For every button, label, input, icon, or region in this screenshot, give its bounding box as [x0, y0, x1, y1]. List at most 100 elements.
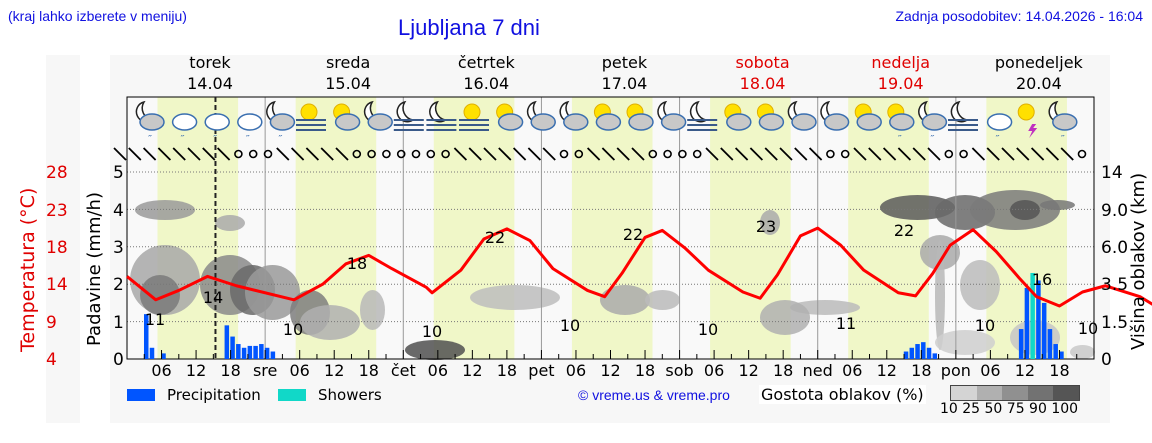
temperature-tick: 18: [46, 238, 68, 258]
moon-fog-icon: [426, 100, 457, 131]
moon-cloud-rain-icon: ˶: [266, 100, 296, 141]
wind-barb-icon: [720, 147, 734, 161]
copyright-link[interactable]: © vreme.us & vreme.pro: [578, 387, 730, 403]
temperature-tick: 4: [46, 350, 57, 370]
cloud-rain-icon: ˶: [986, 113, 1013, 141]
rain-icon: ˶: [147, 130, 152, 141]
cloud-icon: [628, 113, 654, 131]
moon-cloud-icon: [363, 100, 393, 131]
moon-cloud-rain-icon: ˶: [135, 100, 165, 141]
sun-thunder-icon: [1017, 103, 1038, 138]
day-name: sobota: [735, 53, 790, 72]
precipitation-bar: [236, 344, 241, 359]
cloud-height-axis-label: Višina oblakov (km): [1128, 172, 1149, 350]
precipitation-bar: [926, 347, 932, 359]
precipitation-bar: [259, 344, 264, 359]
x-tick-label: 18: [635, 361, 655, 380]
rain-icon: ˶: [995, 130, 1000, 141]
wind-calm-icon: [663, 149, 672, 159]
temperature-axis-panel: [46, 55, 80, 423]
wind-barb-icon: [927, 147, 941, 161]
wind-barb-icon: [468, 147, 482, 161]
cloud-icon: [921, 113, 948, 131]
legend-showers: Showers: [278, 386, 382, 404]
wind-calm-icon: [559, 149, 569, 159]
cloud-density-label: Gostota oblakov (%): [759, 385, 926, 404]
cloud-icon: [823, 113, 850, 131]
precipitation-bar: [1059, 351, 1064, 359]
temperature-label: 22: [485, 228, 505, 247]
cloud-density-patch: [600, 285, 650, 315]
day-name: sreda: [325, 53, 371, 72]
temperature-label: 22: [623, 225, 643, 244]
x-tick-label: pet: [528, 361, 554, 380]
last-updated: Zadnja posodobitev: 14.04.2026 - 16:04: [895, 8, 1143, 24]
temperature-label: 10: [1078, 319, 1098, 338]
day-date: 17.04: [601, 74, 648, 93]
cloud-density-patch: [140, 275, 180, 315]
x-tick-label: 18: [773, 361, 793, 380]
cloud-icon: [758, 113, 785, 131]
moon-icon: [396, 100, 415, 123]
temperature-label: 10: [560, 316, 580, 335]
precipitation-tick: 1: [113, 313, 124, 333]
x-tick-label: 06: [289, 361, 309, 380]
wind-barb-icon: [157, 147, 172, 161]
moon-icon: [689, 100, 709, 123]
precipitation-bar: [264, 347, 270, 359]
temperature-label: 16: [1032, 270, 1052, 289]
showers-swatch: [278, 389, 306, 401]
precipitation-bar: [270, 351, 276, 359]
cloud-icon: [139, 113, 165, 131]
temperature-label: 23: [756, 217, 776, 236]
precipitation-bar: [903, 351, 909, 359]
page-title: Ljubljana 7 dni: [398, 15, 540, 40]
showers-bar: [1030, 272, 1035, 359]
cloud-icon: [204, 113, 230, 131]
precipitation-bar: [143, 314, 149, 359]
wind-calm-icon: [396, 149, 406, 159]
wind-barb-icon: [868, 147, 882, 161]
wind-barb-icon: [779, 147, 793, 161]
sun-cloud-icon: [626, 103, 654, 131]
sun-icon: [1017, 103, 1035, 121]
wind-barb-icon: [912, 147, 926, 161]
wind-barb-icon: [498, 147, 512, 161]
legend-precipitation-label: Precipitation: [167, 386, 261, 404]
precipitation-bar: [241, 347, 247, 359]
wind-calm-icon: [367, 149, 376, 159]
wind-barb-icon: [542, 147, 556, 161]
rain-icon: ˶: [278, 130, 283, 141]
precipitation-bar: [1041, 302, 1047, 359]
rain-icon: ˶: [213, 130, 218, 141]
cloud-rain-icon: ˶: [237, 113, 263, 141]
cloud-density-patch: [1070, 345, 1095, 359]
temperature-label: 22: [894, 221, 914, 240]
x-tick-label: 18: [497, 361, 517, 380]
wind-barb-icon: [187, 147, 201, 161]
sun-icon: [300, 103, 318, 121]
cloud-density-patch: [360, 290, 385, 330]
moon-cloud-rain-icon: ˶: [918, 100, 948, 141]
legend-showers-label: Showers: [318, 386, 382, 404]
x-tick-label: 12: [186, 361, 206, 380]
wind-calm-icon: [263, 149, 273, 159]
precipitation-bar: [1024, 287, 1030, 359]
x-tick-label: 06: [704, 361, 724, 380]
cloud-density-patch: [300, 305, 360, 340]
cloud-height-tick: 9.0: [1101, 201, 1128, 221]
wind-calm-icon: [248, 149, 258, 159]
wind-barb-icon: [734, 147, 749, 161]
day-name: nedelja: [871, 53, 931, 72]
x-tick-label: ned: [803, 361, 833, 380]
precipitation-bar: [253, 345, 258, 359]
wind-barb-icon: [483, 147, 497, 161]
temperature-label: 10: [422, 322, 442, 341]
moon-fog-icon: [687, 100, 718, 131]
moon-cloud-icon: [559, 100, 589, 131]
day-date: 14.04: [187, 74, 233, 93]
cloud-height-tick: 3.5: [1101, 275, 1128, 295]
x-tick-label: 12: [877, 361, 897, 380]
day-name: petek: [601, 53, 648, 72]
wind-calm-icon: [959, 149, 968, 159]
